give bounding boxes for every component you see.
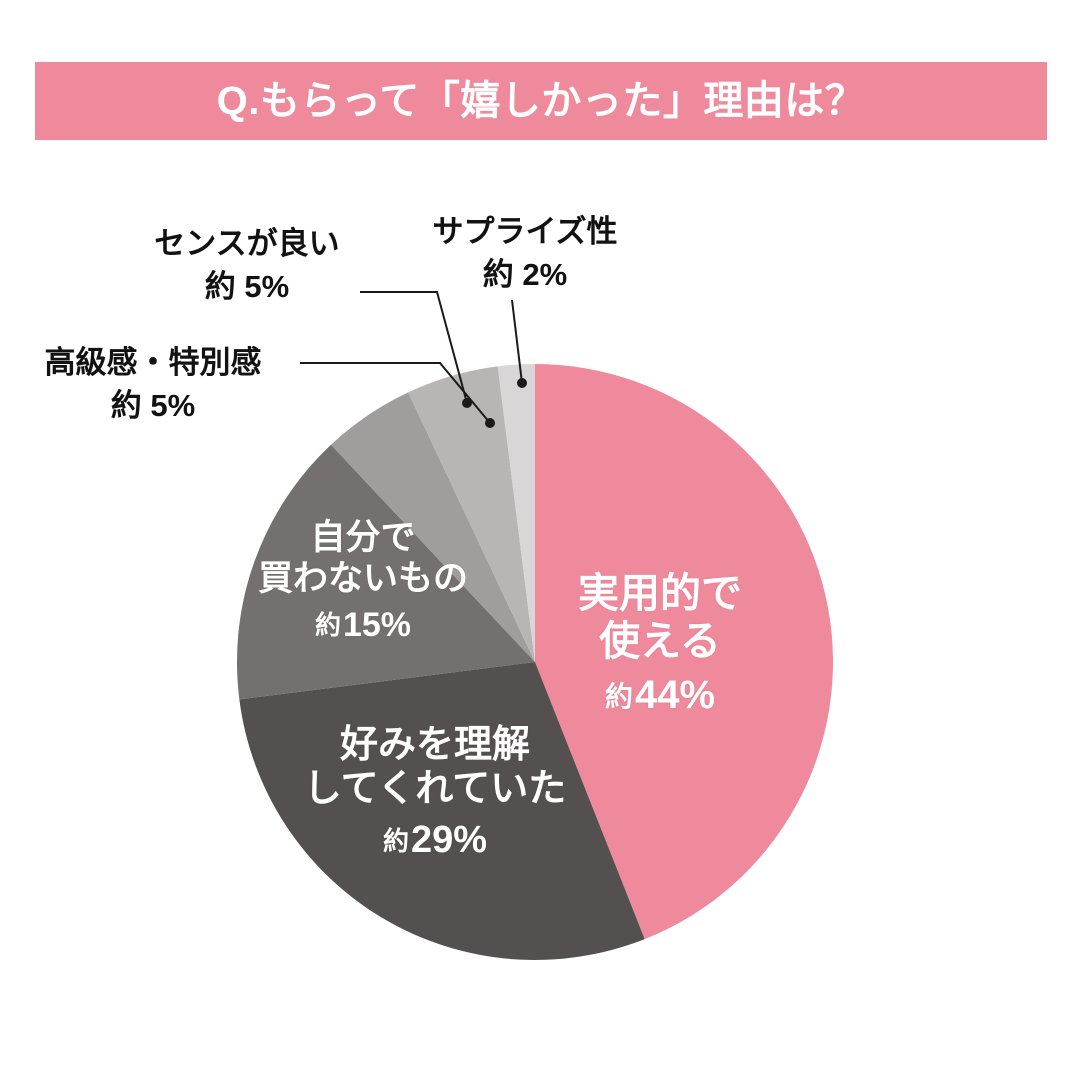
pie-slice-taste[interactable] [239, 662, 645, 960]
slice-label-notbuy-line2: 買わないもの [257, 558, 468, 598]
slice-label-notbuy-line1: 自分で [310, 518, 416, 557]
slice-label-practical-line1: 実用的で [578, 570, 742, 616]
callout-surprise: サプライズ性 約 2% [400, 214, 650, 293]
leader-dot-sense [462, 398, 472, 408]
callout-sense-value: 約 5% [204, 268, 290, 304]
callout-surprise-name: サプライズ性 [432, 214, 618, 249]
pie-chart-svg [236, 291, 833, 960]
leader-line-sense [360, 291, 468, 404]
slice-label-notbuy-approx: 約 [314, 610, 341, 641]
slice-label-practical-line2: 使える [599, 617, 721, 664]
callout-luxury-value: 約 5% [110, 387, 196, 423]
leader-lines [300, 291, 527, 428]
pie-slice-luxury[interactable] [331, 392, 535, 662]
leader-line-surprise [511, 299, 523, 384]
pie-slice-notbuy[interactable] [236, 444, 535, 700]
slice-label-practical: 実用的で 使える 約44% [540, 570, 780, 718]
page-title: Q.もらって「嬉しかった」理由は？ [216, 79, 866, 123]
slice-label-notbuy-pct: 15% [342, 606, 412, 645]
pie-chart-area: センスが良い 約 5% 高級感・特別感 約 5% サプライズ性 約 2% 実用的… [0, 140, 1080, 1080]
slice-label-taste-value: 約29% [270, 818, 600, 862]
slice-label-taste-line2: してくれていた [303, 768, 567, 811]
callout-luxury-name: 高級感・特別感 [44, 345, 262, 380]
slice-label-taste: 好みを理解 してくれていた 約29% [270, 723, 600, 862]
slice-label-notbuy-value: 約15% [223, 606, 503, 645]
leader-dot-luxury [485, 418, 495, 428]
slice-label-practical-value: 約44% [540, 672, 780, 718]
callout-luxury: 高級感・特別感 約 5% [8, 345, 298, 424]
callout-sense-name: センスが良い [154, 226, 340, 261]
slice-label-taste-pct: 29% [410, 819, 488, 862]
callout-surprise-value: 約 2% [482, 256, 568, 292]
pie-slice-practical[interactable] [535, 364, 833, 940]
callout-sense: センスが良い 約 5% [112, 226, 382, 305]
pie-slice-sense[interactable] [408, 366, 535, 662]
header-band: Q.もらって「嬉しかった」理由は？ [35, 62, 1047, 140]
slice-label-practical-pct: 44% [634, 673, 716, 718]
slice-label-practical-approx: 約 [604, 681, 633, 713]
slice-label-notbuy: 自分で 買わないもの 約15% [223, 518, 503, 646]
pie-slice-surprise[interactable] [497, 364, 535, 662]
leader-dot-surprise [517, 378, 527, 388]
leader-line-luxury [300, 362, 491, 424]
slice-label-taste-line1: 好みを理解 [339, 724, 530, 766]
pie-slices [236, 364, 833, 960]
slice-label-taste-approx: 約 [382, 826, 409, 857]
